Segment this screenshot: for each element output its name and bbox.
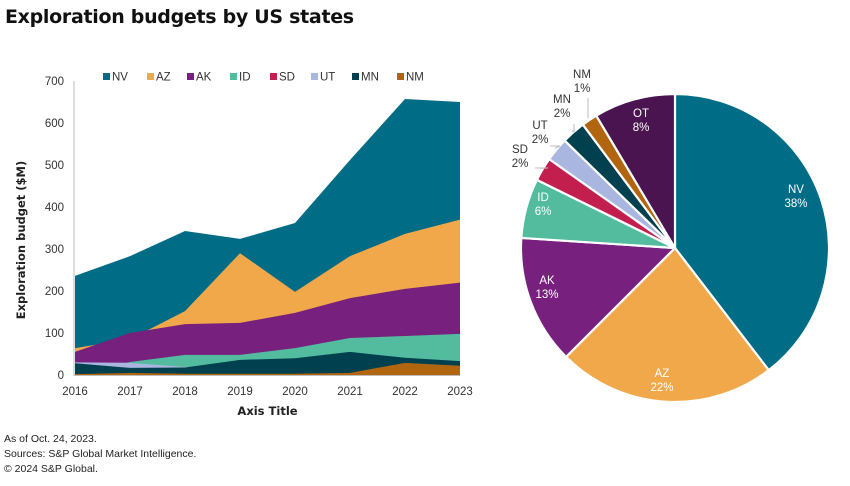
pie-slice-sd <box>535 158 677 250</box>
leader-line <box>550 145 561 149</box>
legend-swatch <box>270 73 277 80</box>
pie-slice-name: NV <box>788 184 804 196</box>
legend-label: SD <box>279 72 295 84</box>
leader-line <box>571 124 575 133</box>
pie-label-ut: UT 2% <box>532 120 561 149</box>
area-series-mn <box>75 351 460 375</box>
pie-slice-ak <box>519 236 677 358</box>
pie-label-id: ID 6% <box>535 192 552 218</box>
legend-label: NM <box>406 72 424 84</box>
x-tick-label: 2017 <box>117 386 143 398</box>
legend-swatch <box>352 73 359 80</box>
pie-slice-percent: 8% <box>633 122 650 134</box>
x-tick-label: 2018 <box>172 386 198 398</box>
y-tick-label: 200 <box>45 286 64 298</box>
x-tick-label: 2022 <box>392 386 418 398</box>
legend-swatch <box>311 73 318 80</box>
legend-swatch <box>103 73 110 80</box>
pie-slice-name: NM <box>573 69 591 81</box>
pie-label-nm: NM 1% <box>573 69 591 119</box>
legend-label: AZ <box>156 72 171 84</box>
legend-item-ak: AK <box>187 72 212 84</box>
pie-slice-percent: 2% <box>532 134 549 146</box>
legend-label: AK <box>196 72 212 84</box>
legend-item-ut: UT <box>311 72 335 84</box>
y-axis-title: Exploration budget ($M) <box>14 161 28 319</box>
legend-item-mn: MN <box>352 72 379 84</box>
y-tick-label: 500 <box>45 160 64 172</box>
area-chart: 0 100 200 300 400 500 600 700 2016 2017 2018 2019 20… <box>14 72 473 419</box>
x-axis-title: Axis Title <box>237 404 297 418</box>
pie-slice-mn <box>563 123 677 250</box>
legend-label: MN <box>361 72 379 84</box>
legend-item-nv: NV <box>103 72 128 84</box>
legend-label: NV <box>112 72 128 84</box>
pie-label-sd: SD 2% <box>512 144 549 170</box>
pie-slice-percent: 2% <box>554 108 571 120</box>
legend-swatch <box>230 73 237 80</box>
legend-label: ID <box>239 72 251 84</box>
footnote-copyright: © 2024 S&P Global. <box>4 463 98 475</box>
legend-swatch <box>147 73 154 80</box>
y-tick-label: 0 <box>58 370 64 382</box>
footnote-date: As of Oct. 24, 2023. <box>4 433 97 445</box>
footnote-sources: Sources: S&P Global Market Intelligence. <box>4 448 197 460</box>
pie-slice-name: AK <box>539 275 555 287</box>
x-tick-label: 2021 <box>337 386 363 398</box>
legend-label: UT <box>320 72 335 84</box>
pie-slice-ot <box>595 92 677 250</box>
pie-label-ak: AK 13% <box>535 275 558 301</box>
y-tick-label: 300 <box>45 244 64 256</box>
pie-slice-percent: 1% <box>574 83 591 95</box>
y-tick-label: 700 <box>45 76 64 88</box>
pie-slice-percent: 38% <box>784 198 807 210</box>
legend-swatch <box>397 73 404 80</box>
pie-slice-name: SD <box>512 144 528 156</box>
legend-item-az: AZ <box>147 72 171 84</box>
x-tick-label: 2016 <box>62 386 88 398</box>
pie-slice-name: UT <box>532 120 547 132</box>
legend-item-id: ID <box>230 72 251 84</box>
legend-item-nm: NM <box>397 72 424 84</box>
legend-swatch <box>187 73 194 80</box>
pie-slice-percent: 13% <box>535 289 558 301</box>
x-tick-label: 2023 <box>447 386 473 398</box>
x-tick-label: 2020 <box>282 386 308 398</box>
pie-slice-ut <box>548 139 677 250</box>
pie-slice-percent: 6% <box>535 206 552 218</box>
pie-label-nv: NV 38% <box>784 184 807 210</box>
pie-label-ot: OT 8% <box>633 108 650 134</box>
pie-slice-percent: 2% <box>512 158 529 170</box>
pie-slice-name: OT <box>633 108 649 120</box>
y-tick-label: 600 <box>45 118 64 130</box>
pie-slice-nv <box>673 92 831 372</box>
pie-label-az: AZ 22% <box>650 368 673 394</box>
pie-slice-name: MN <box>553 94 571 106</box>
pie-slice-percent: 22% <box>650 382 673 394</box>
pie-label-mn: MN 2% <box>553 94 575 133</box>
y-tick-label: 400 <box>45 202 64 214</box>
chart-title: Exploration budgets by US states <box>5 6 354 28</box>
footnotes: As of Oct. 24, 2023. Sources: S&P Global… <box>4 432 196 477</box>
x-tick-label: 2019 <box>227 386 253 398</box>
pie-slice-az <box>565 246 770 404</box>
pie-slice-name: AZ <box>655 368 670 380</box>
pie-slice-id <box>520 178 677 250</box>
y-tick-label: 100 <box>45 328 64 340</box>
pie-slice-nm <box>581 114 677 250</box>
area-series-nm <box>75 362 460 375</box>
legend-item-sd: SD <box>270 72 295 84</box>
pie-slice-name: ID <box>537 192 549 204</box>
